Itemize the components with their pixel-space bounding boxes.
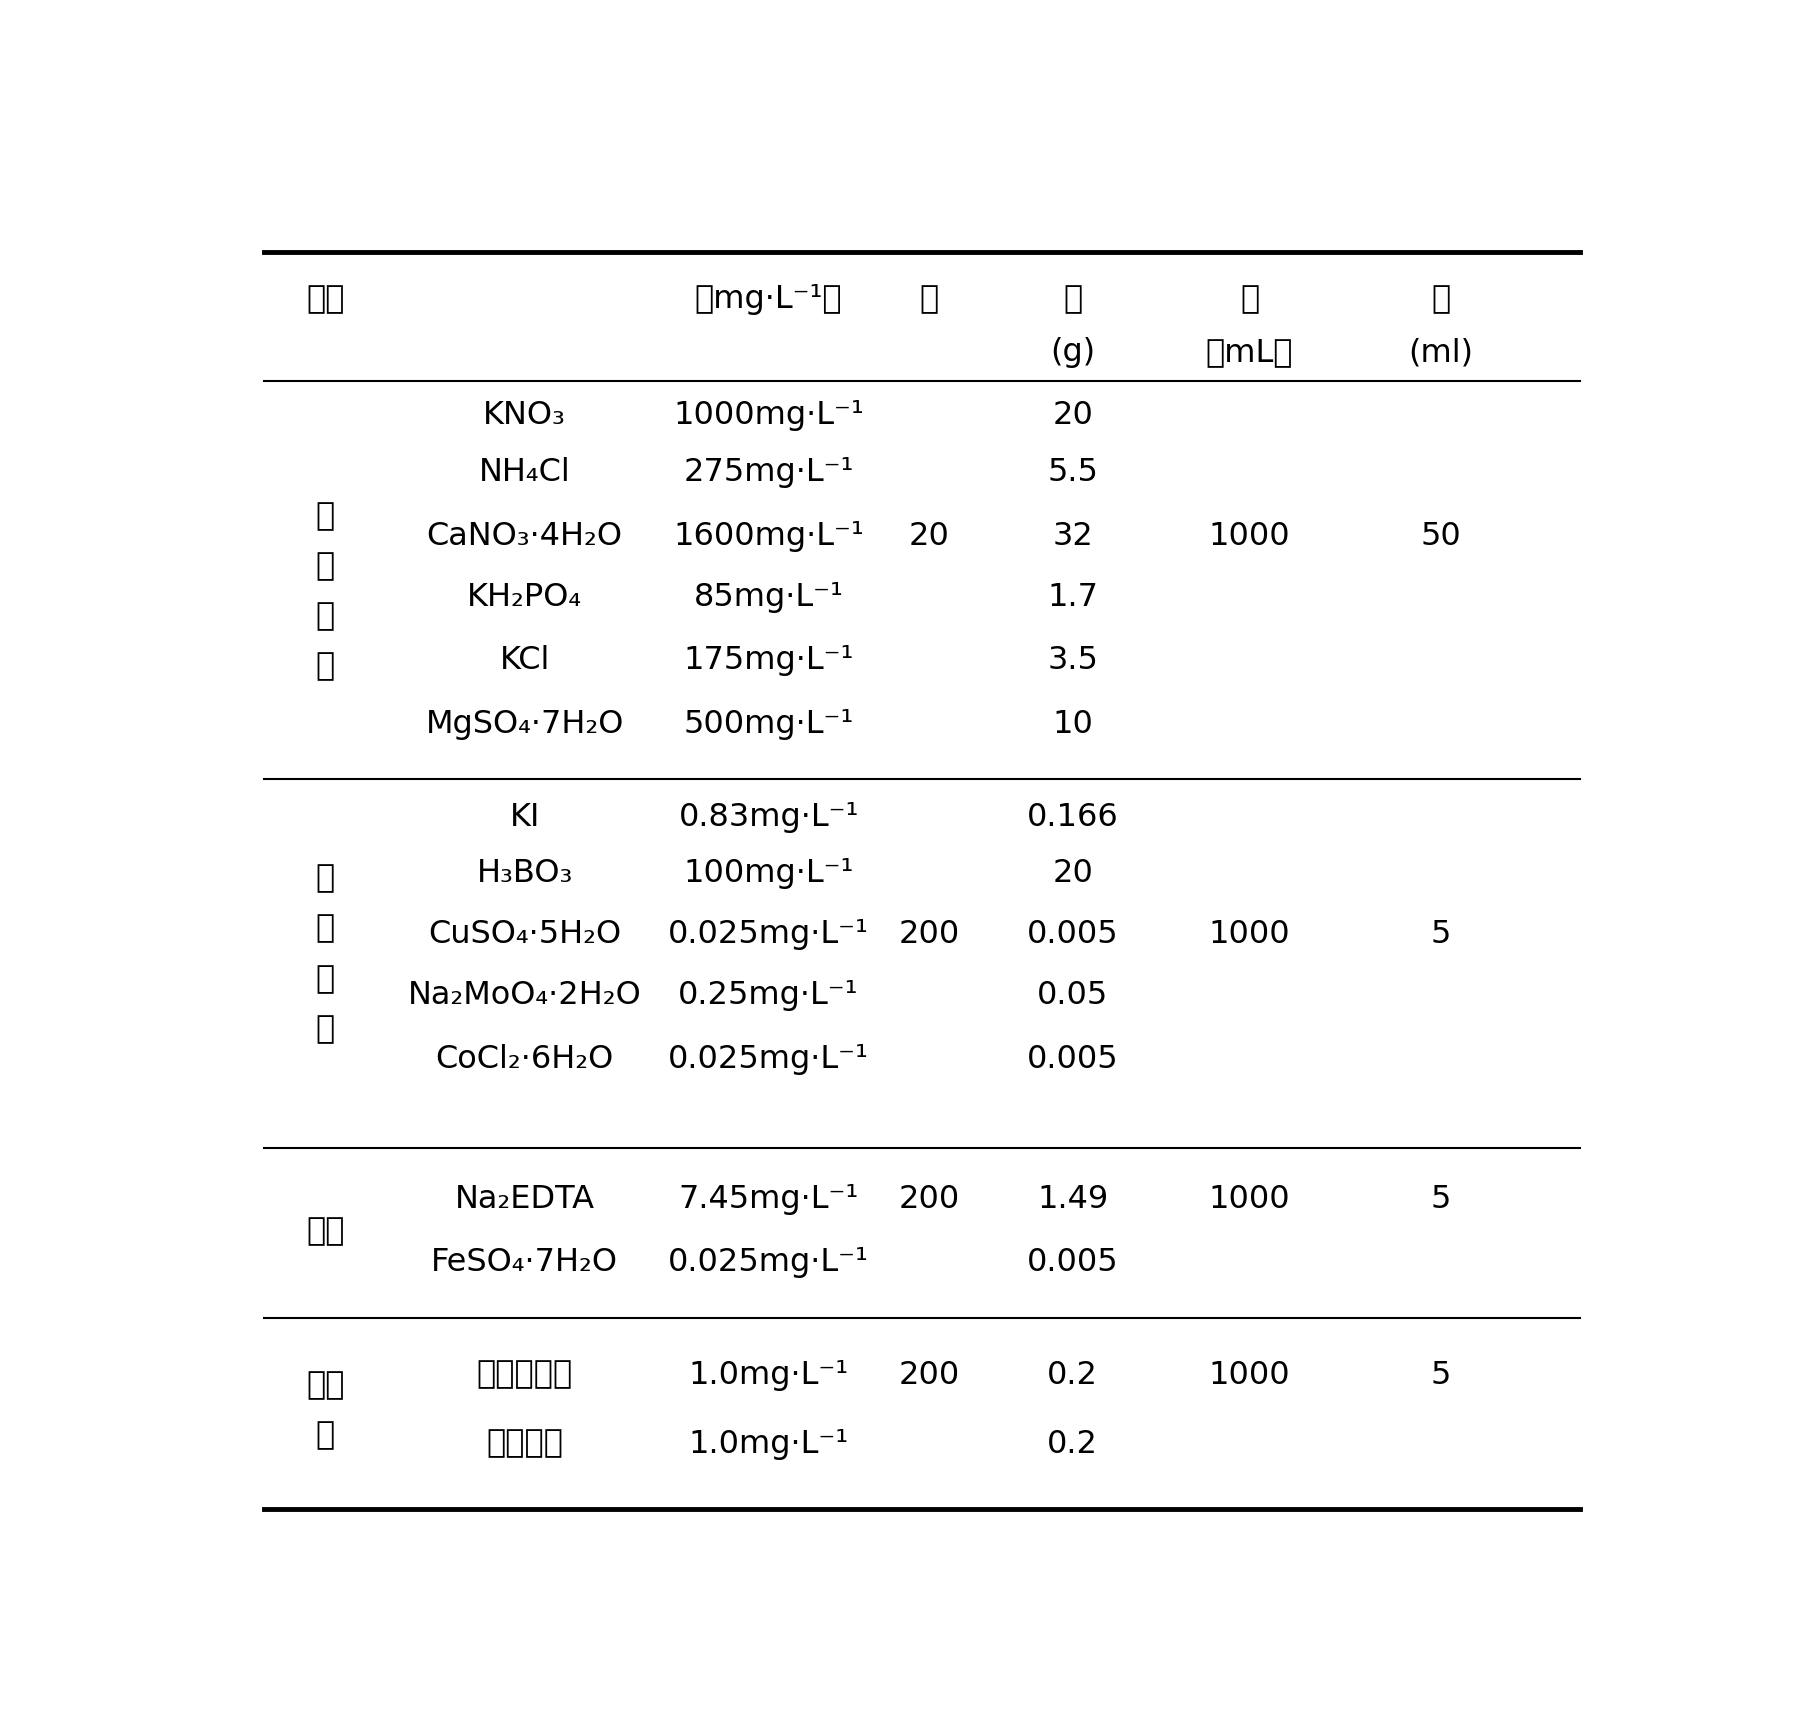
Text: NH₄Cl: NH₄Cl [478, 457, 570, 488]
Text: 1.49: 1.49 [1036, 1184, 1108, 1215]
Text: 500mg·L⁻¹: 500mg·L⁻¹ [683, 708, 854, 739]
Text: KCl: KCl [500, 644, 550, 675]
Text: Na₂MoO₄·2H₂O: Na₂MoO₄·2H₂O [408, 979, 642, 1010]
Text: 50: 50 [1419, 520, 1460, 551]
Text: 7.45mg·L⁻¹: 7.45mg·L⁻¹ [678, 1184, 858, 1215]
Text: 大
量
元
素: 大 量 元 素 [315, 501, 334, 682]
Text: 5.5: 5.5 [1046, 457, 1097, 488]
Text: 0.2: 0.2 [1046, 1359, 1097, 1390]
Text: 0.05: 0.05 [1036, 979, 1108, 1010]
Text: MgSO₄·7H₂O: MgSO₄·7H₂O [424, 708, 624, 739]
Text: Na₂EDTA: Na₂EDTA [455, 1184, 595, 1215]
Text: 5: 5 [1429, 1184, 1449, 1215]
Text: 盐酸硫胺: 盐酸硫胺 [485, 1428, 563, 1459]
Text: 85mg·L⁻¹: 85mg·L⁻¹ [694, 581, 843, 612]
Text: 200: 200 [897, 1184, 958, 1215]
Text: (g): (g) [1050, 338, 1095, 369]
Text: 0.2: 0.2 [1046, 1428, 1097, 1459]
Text: （mL）: （mL） [1205, 338, 1293, 369]
Text: 3.5: 3.5 [1046, 644, 1097, 675]
Text: (ml): (ml) [1408, 338, 1473, 369]
Text: 5: 5 [1429, 1359, 1449, 1390]
Text: 275mg·L⁻¹: 275mg·L⁻¹ [683, 457, 854, 488]
Text: 10: 10 [1052, 708, 1093, 739]
Text: 量: 量 [1429, 284, 1449, 315]
Text: 20: 20 [1052, 858, 1093, 889]
Text: 1.7: 1.7 [1046, 581, 1097, 612]
Text: 铁盐: 铁盐 [306, 1215, 345, 1246]
Text: KI: KI [509, 801, 539, 832]
Text: 20: 20 [908, 520, 949, 551]
Text: 200: 200 [897, 918, 958, 949]
Text: 5: 5 [1429, 918, 1449, 949]
Text: 1000: 1000 [1208, 1184, 1289, 1215]
Text: 32: 32 [1052, 520, 1093, 551]
Text: 盐酸吠囶醇: 盐酸吠囶醇 [476, 1359, 572, 1390]
Text: 0.025mg·L⁻¹: 0.025mg·L⁻¹ [667, 1246, 868, 1277]
Text: 175mg·L⁻¹: 175mg·L⁻¹ [683, 644, 854, 675]
Text: 积: 积 [1239, 284, 1259, 315]
Text: H₃BO₃: H₃BO₃ [476, 858, 572, 889]
Text: 1.0mg·L⁻¹: 1.0mg·L⁻¹ [689, 1428, 849, 1459]
Text: 0.025mg·L⁻¹: 0.025mg·L⁻¹ [667, 918, 868, 949]
Text: 0.025mg·L⁻¹: 0.025mg·L⁻¹ [667, 1042, 868, 1073]
Text: 0.25mg·L⁻¹: 0.25mg·L⁻¹ [678, 979, 858, 1010]
Text: 0.83mg·L⁻¹: 0.83mg·L⁻¹ [678, 801, 858, 832]
Text: CaNO₃·4H₂O: CaNO₃·4H₂O [426, 520, 622, 551]
Text: 微
量
元
素: 微 量 元 素 [315, 863, 334, 1044]
Text: KNO₃: KNO₃ [484, 400, 566, 431]
Text: 有机
物: 有机 物 [306, 1370, 345, 1451]
Text: CuSO₄·5H₂O: CuSO₄·5H₂O [428, 918, 620, 949]
Text: CoCl₂·6H₂O: CoCl₂·6H₂O [435, 1042, 613, 1073]
Text: 1000: 1000 [1208, 918, 1289, 949]
Text: 20: 20 [1052, 400, 1093, 431]
Text: 1.0mg·L⁻¹: 1.0mg·L⁻¹ [689, 1359, 849, 1390]
Text: 0.005: 0.005 [1027, 918, 1118, 949]
Text: 0.005: 0.005 [1027, 1246, 1118, 1277]
Text: 名称: 名称 [306, 284, 345, 315]
Text: 1000mg·L⁻¹: 1000mg·L⁻¹ [672, 400, 863, 431]
Text: FeSO₄·7H₂O: FeSO₄·7H₂O [432, 1246, 619, 1277]
Text: 0.005: 0.005 [1027, 1042, 1118, 1073]
Text: 1600mg·L⁻¹: 1600mg·L⁻¹ [672, 520, 863, 551]
Text: （mg·L⁻¹）: （mg·L⁻¹） [694, 284, 841, 315]
Text: 0.166: 0.166 [1027, 801, 1118, 832]
Text: 量: 量 [1063, 284, 1082, 315]
Text: 200: 200 [897, 1359, 958, 1390]
Text: 1000: 1000 [1208, 1359, 1289, 1390]
Text: 100mg·L⁻¹: 100mg·L⁻¹ [683, 858, 854, 889]
Text: 1000: 1000 [1208, 520, 1289, 551]
Text: 数: 数 [919, 284, 939, 315]
Text: KH₂PO₄: KH₂PO₄ [467, 581, 583, 612]
